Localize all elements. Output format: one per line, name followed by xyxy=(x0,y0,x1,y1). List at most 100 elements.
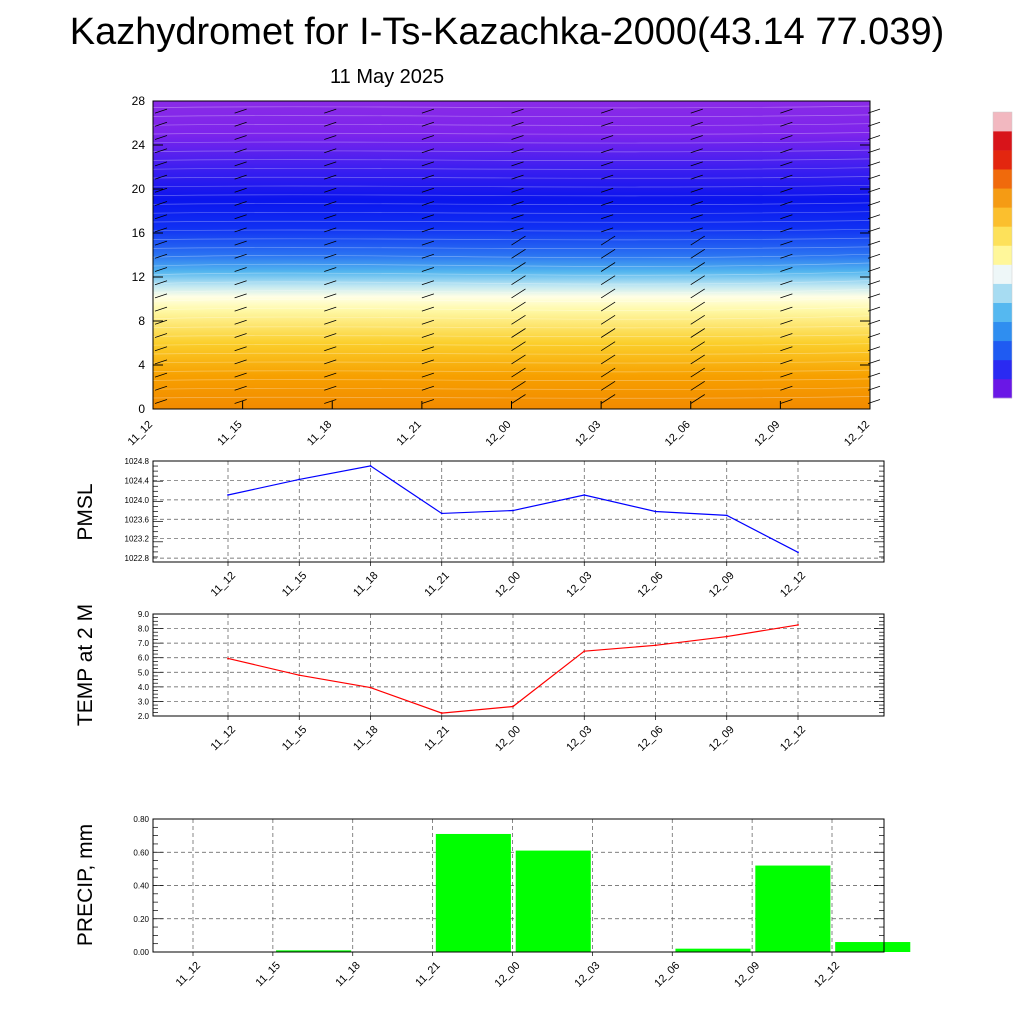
wind-barb xyxy=(780,174,793,180)
y-tick-label: 16 xyxy=(132,226,146,240)
wind-barb xyxy=(154,253,168,259)
x-tick-label: 11_15 xyxy=(280,724,310,754)
y-tick-label: 8 xyxy=(138,314,145,328)
wind-barb xyxy=(511,235,526,246)
y-tick-label: 0.00 xyxy=(133,948,149,957)
contour-line xyxy=(152,343,871,346)
wind-barb xyxy=(690,235,705,246)
wind-barb xyxy=(690,288,705,299)
wind-barb xyxy=(154,306,168,312)
wind-barb xyxy=(421,253,435,259)
wind-barb xyxy=(780,161,793,167)
wind-barb xyxy=(324,148,337,154)
wind-barb xyxy=(154,385,168,391)
colorbar-swatch xyxy=(993,131,1012,151)
wind-barb xyxy=(234,280,247,286)
precip-bar xyxy=(835,942,911,952)
wind-barb xyxy=(324,385,337,391)
wind-barb xyxy=(324,161,337,167)
contour-line xyxy=(152,253,871,259)
wind-barb xyxy=(690,161,703,167)
wind-barb xyxy=(421,280,435,286)
wind-barb xyxy=(421,293,435,299)
wind-barb xyxy=(511,135,524,140)
wind-barb xyxy=(511,121,524,127)
contour-line xyxy=(152,271,871,276)
wind-barb xyxy=(234,161,247,167)
wind-barb xyxy=(600,275,616,286)
x-tick-label: 11_18 xyxy=(351,724,381,754)
wind-barb xyxy=(690,262,705,272)
cross-section-panel: 0 4 8 12 16 20 24 28 11_12 11_15 11_18 11_21 12_00 12… xyxy=(126,94,881,449)
x-tick-label: 12_06 xyxy=(636,570,666,600)
wind-barb xyxy=(421,267,435,272)
wind-barb xyxy=(690,135,703,140)
wind-barb xyxy=(780,319,793,325)
wind-barb xyxy=(690,248,705,259)
wind-barb xyxy=(511,148,524,154)
wind-barb xyxy=(234,319,247,325)
wind-barb xyxy=(324,306,337,312)
wind-barb xyxy=(780,372,793,378)
temp-point xyxy=(583,650,586,653)
wind-barb xyxy=(234,253,247,259)
wind-barb xyxy=(511,380,526,391)
wind-barb xyxy=(600,148,614,154)
wind-barb xyxy=(421,174,435,180)
colorbar-swatch xyxy=(993,245,1012,265)
temp-point xyxy=(725,635,728,638)
colorbar-swatch xyxy=(993,340,1012,361)
wind-barb xyxy=(690,227,703,233)
wind-barb xyxy=(511,174,524,180)
temp-frame xyxy=(152,613,885,717)
y-tick-label: 0 xyxy=(138,402,145,416)
x-tick-label: 12_06 xyxy=(652,960,682,990)
wind-barb xyxy=(780,253,793,259)
wind-barb xyxy=(421,346,435,352)
wind-barb xyxy=(780,385,793,391)
wind-barb xyxy=(600,214,614,220)
wind-barb xyxy=(154,121,168,127)
x-tick-label: 12_12 xyxy=(842,419,872,449)
precip-panel: 0.00 0.20 0.40 0.60 0.80 11_12 11_15 11_18 11_21… xyxy=(74,815,911,990)
y-tick-label: 24 xyxy=(132,138,146,152)
temp-axis-title: TEMP at 2 M xyxy=(74,604,97,726)
y-tick-label: 7.0 xyxy=(138,639,150,648)
colorbar-swatch xyxy=(993,302,1012,323)
temp-point xyxy=(298,674,301,677)
wind-barb xyxy=(324,253,337,259)
wind-barb xyxy=(421,227,435,233)
wind-barb xyxy=(154,135,168,140)
chart-date: 11 May 2025 xyxy=(330,66,445,88)
x-tick-label: 12_09 xyxy=(732,960,762,990)
contour-line xyxy=(152,132,871,135)
wind-barb xyxy=(234,121,247,127)
x-tick-label: 12_00 xyxy=(484,419,514,449)
pmsl-point xyxy=(227,494,229,496)
wind-barb xyxy=(690,148,703,154)
wind-barb xyxy=(324,372,337,378)
wind-barb xyxy=(690,121,703,127)
wind-barb xyxy=(234,227,247,233)
wind-barbs xyxy=(154,108,881,404)
contour-line xyxy=(152,369,871,373)
wind-barb xyxy=(324,135,337,140)
wind-barb xyxy=(154,108,168,114)
colorbar-swatch xyxy=(993,283,1012,303)
wind-barb xyxy=(234,372,247,378)
pmsl-point xyxy=(797,551,799,554)
x-tick-label: 12_06 xyxy=(663,419,693,449)
contour-line xyxy=(152,114,871,117)
temp-point xyxy=(797,624,799,626)
wind-barb xyxy=(600,367,616,378)
wind-barb xyxy=(324,240,337,246)
wind-barb xyxy=(324,359,337,365)
wind-barb xyxy=(154,346,168,352)
wind-barb xyxy=(600,248,616,259)
wind-barb xyxy=(154,267,168,272)
colorbar-swatch xyxy=(993,359,1012,380)
temp-point xyxy=(654,644,657,647)
contour-line xyxy=(152,315,871,320)
wind-barb xyxy=(324,280,337,286)
wind-barb xyxy=(234,148,247,154)
